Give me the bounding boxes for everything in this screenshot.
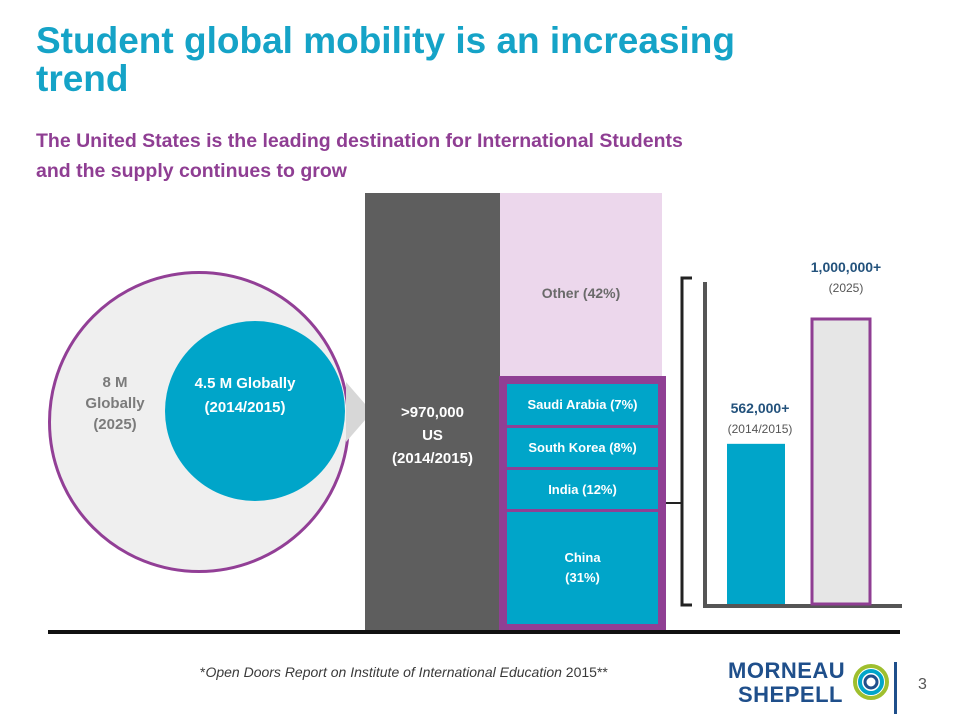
segment-china: China (31%) bbox=[507, 512, 658, 624]
inner-label-line-1: 4.5 M Globally bbox=[194, 375, 296, 392]
bar-2-value-label: 1,000,000+ (2025) bbox=[786, 259, 906, 295]
segment-south-korea: South Korea (8%) bbox=[507, 428, 658, 467]
subtitle-line-1: The United States is the leading destina… bbox=[36, 130, 683, 152]
bar-2 bbox=[810, 317, 872, 606]
source-footnote: *Open Doors Report on Institute of Inter… bbox=[200, 664, 608, 680]
bar-1-period: (2014/2015) bbox=[727, 422, 793, 436]
inner-label-line-2: (2014/2015) bbox=[204, 399, 286, 416]
slide-subtitle: The United States is the leading destina… bbox=[36, 126, 856, 186]
us-label-line-1: >970,000 bbox=[401, 404, 464, 421]
bar-1-value: 562,000+ bbox=[730, 400, 790, 416]
global-2014-circle bbox=[165, 321, 345, 501]
global-2025-label: 8 M Globally (2025) bbox=[72, 372, 158, 435]
segment-label: India (12%) bbox=[548, 482, 617, 497]
company-logo: MORNEAU SHEPELL bbox=[728, 656, 889, 708]
bar-2-value: 1,000,000+ bbox=[810, 259, 882, 275]
footnote-suffix: 2015** bbox=[561, 664, 608, 680]
segment-label: Saudi Arabia (7%) bbox=[527, 397, 638, 412]
outer-label-line-1: 8 M bbox=[102, 374, 128, 391]
segment-saudi-arabia: Saudi Arabia (7%) bbox=[507, 384, 658, 425]
footnote-source: Open Doors Report on Institute of Intern… bbox=[205, 664, 562, 680]
us-column bbox=[365, 193, 500, 631]
us-label-line-2: US bbox=[422, 427, 443, 444]
global-2014-label: 4.5 M Globally (2014/2015) bbox=[170, 372, 320, 420]
logo-rings-icon bbox=[853, 664, 889, 700]
us-column-label: >970,000 US (2014/2015) bbox=[365, 401, 500, 470]
other-segment bbox=[500, 193, 662, 383]
bar-1-value-label: 562,000+ (2014/2015) bbox=[700, 400, 820, 436]
segment-label: China bbox=[564, 550, 601, 565]
logo-line-1: MORNEAU bbox=[728, 658, 846, 683]
outer-label-line-2: Globally bbox=[85, 395, 145, 412]
bar-2-period: (2025) bbox=[828, 281, 864, 295]
growth-bar-chart bbox=[703, 282, 902, 608]
other-label: Other (42%) bbox=[541, 285, 621, 301]
slide-title: Student global mobility is an increasing… bbox=[36, 20, 735, 99]
baseline-rule bbox=[48, 630, 900, 634]
segment-india: India (12%) bbox=[507, 470, 658, 509]
footnote-prefix: * bbox=[200, 664, 206, 680]
segment-sublabel: (31%) bbox=[565, 570, 600, 585]
subtitle-line-2: and the supply continues to grow bbox=[36, 160, 347, 182]
outer-label-line-3: (2025) bbox=[93, 416, 137, 433]
us-label-line-3: (2014/2015) bbox=[392, 450, 473, 467]
page-number: 3 bbox=[918, 676, 927, 693]
logo-line-2: SHEPELL bbox=[738, 682, 843, 707]
bracket-connector bbox=[666, 276, 692, 607]
segment-label: South Korea (8%) bbox=[528, 440, 637, 455]
logo-divider bbox=[894, 662, 897, 714]
bar-1 bbox=[727, 443, 785, 604]
